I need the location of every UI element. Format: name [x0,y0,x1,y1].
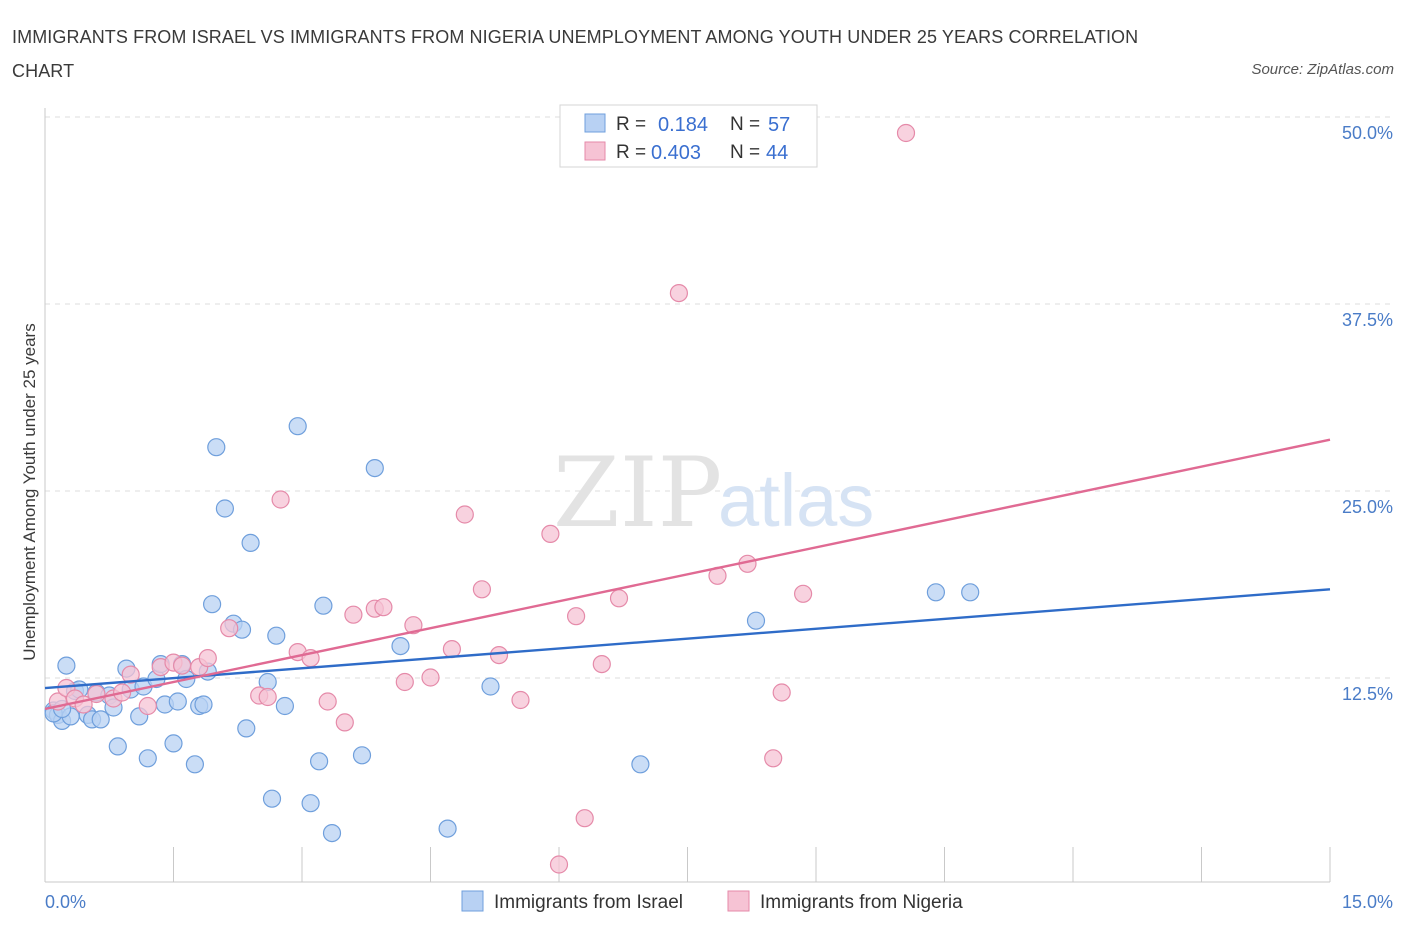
x-tick-labels: 0.0% 15.0% [45,892,1393,912]
point-israel-50 [481,677,500,696]
point-nigeria-29 [455,505,474,524]
point-israel-3 [57,656,76,675]
point-israel-45 [322,823,342,843]
chart-title: IMMIGRANTS FROM ISRAEL VS IMMIGRANTS FRO… [12,27,1139,81]
stats-r-label-nigeria: R = [616,142,646,163]
point-nigeria-39 [669,284,689,303]
point-nigeria-21 [335,713,354,732]
point-nigeria-7 [121,665,140,684]
grid-lines [45,116,1392,679]
point-israel-13 [108,737,127,756]
y-tick-label-0: 12.5% [1342,684,1393,704]
point-nigeria-16 [258,687,277,707]
watermark: ZIP atlas [553,437,874,549]
point-israel-54 [961,583,980,602]
stats-r-label-israel: R = [616,114,646,135]
point-nigeria-43 [772,683,791,702]
y-tick-labels: 12.5% 25.0% 37.5% 50.0% [1342,123,1393,704]
point-nigeria-17 [271,490,290,509]
point-israel-26 [185,755,204,774]
y-tick-label-3: 50.0% [1342,123,1393,143]
source-credit: Source: ZipAtlas.com [1251,61,1394,78]
stats-r-value-israel: 0.184 [658,114,708,136]
point-nigeria-20 [318,692,337,711]
point-israel-48 [391,636,410,656]
point-nigeria-37 [592,654,611,674]
legend-swatch-israel [461,890,484,912]
point-israel-42 [301,794,320,813]
point-nigeria-42 [764,749,783,768]
point-israel-36 [241,533,260,553]
x-tick-label-min: 0.0% [45,892,86,912]
legend-swatch-nigeria [727,890,750,912]
point-nigeria-32 [511,690,530,710]
stats-legend: R = 0.184 N = 57 R = 0.403 N = 44 [559,104,818,168]
point-israel-18 [138,749,157,768]
point-israel-49 [438,819,457,838]
point-nigeria-30 [472,580,491,599]
point-israel-52 [746,611,766,630]
point-israel-43 [310,752,329,771]
point-nigeria-8 [138,696,157,716]
y-tick-label-1: 25.0% [1342,497,1393,517]
point-nigeria-24 [374,598,393,617]
watermark-zip: ZIP [553,437,722,549]
stats-n-value-nigeria: 44 [766,142,788,164]
point-israel-44 [314,596,333,615]
stats-n-label-nigeria: N = [730,142,760,163]
trend-line-israel [44,588,1331,690]
point-nigeria-13 [198,648,217,668]
point-nigeria-26 [404,616,423,635]
axes [44,108,1331,883]
legend-label-israel: Immigrants from Israel [494,892,683,913]
watermark-atlas: atlas [718,459,874,542]
legend-label-nigeria: Immigrants from Nigeria [760,892,963,913]
y-tick-label-2: 37.5% [1342,310,1393,330]
point-nigeria-25 [395,672,414,692]
point-israel-40 [275,696,294,716]
point-nigeria-38 [609,589,629,608]
point-israel-23 [168,692,187,711]
point-nigeria-31 [489,645,509,665]
point-nigeria-35 [566,607,586,626]
trend-lines [44,438,1331,711]
point-nigeria-28 [442,639,461,659]
stats-n-value-israel: 57 [768,114,790,136]
point-israel-51 [631,755,650,774]
point-nigeria-14 [220,619,239,638]
point-israel-39 [267,626,286,645]
point-nigeria-44 [793,584,813,603]
y-axis-title: Unemployment Among Youth under 25 years [20,323,39,660]
point-israel-30 [203,595,222,614]
point-nigeria-34 [549,855,569,874]
point-nigeria-11 [173,656,192,675]
point-israel-31 [207,438,226,457]
point-israel-32 [215,499,234,518]
point-nigeria-33 [541,524,560,544]
stats-n-label-israel: N = [730,114,760,135]
point-israel-53 [926,583,946,602]
point-israel-38 [262,789,282,808]
point-israel-41 [288,417,307,436]
point-nigeria-36 [575,809,594,828]
point-israel-28 [194,695,213,714]
point-nigeria-22 [344,605,363,624]
point-israel-46 [352,746,372,765]
point-nigeria-27 [421,668,440,687]
stats-swatch-israel [584,113,606,133]
x-tick-label-max: 15.0% [1342,892,1393,912]
point-israel-35 [237,719,256,738]
stats-r-value-nigeria: 0.403 [651,142,701,164]
stats-swatch-nigeria [584,141,606,161]
point-nigeria-45 [896,123,916,143]
series-legend: Immigrants from Israel Immigrants from N… [461,890,963,913]
point-israel-22 [164,734,183,753]
trend-line-nigeria [44,438,1331,711]
point-israel-10 [91,710,110,729]
point-israel-47 [365,459,384,478]
